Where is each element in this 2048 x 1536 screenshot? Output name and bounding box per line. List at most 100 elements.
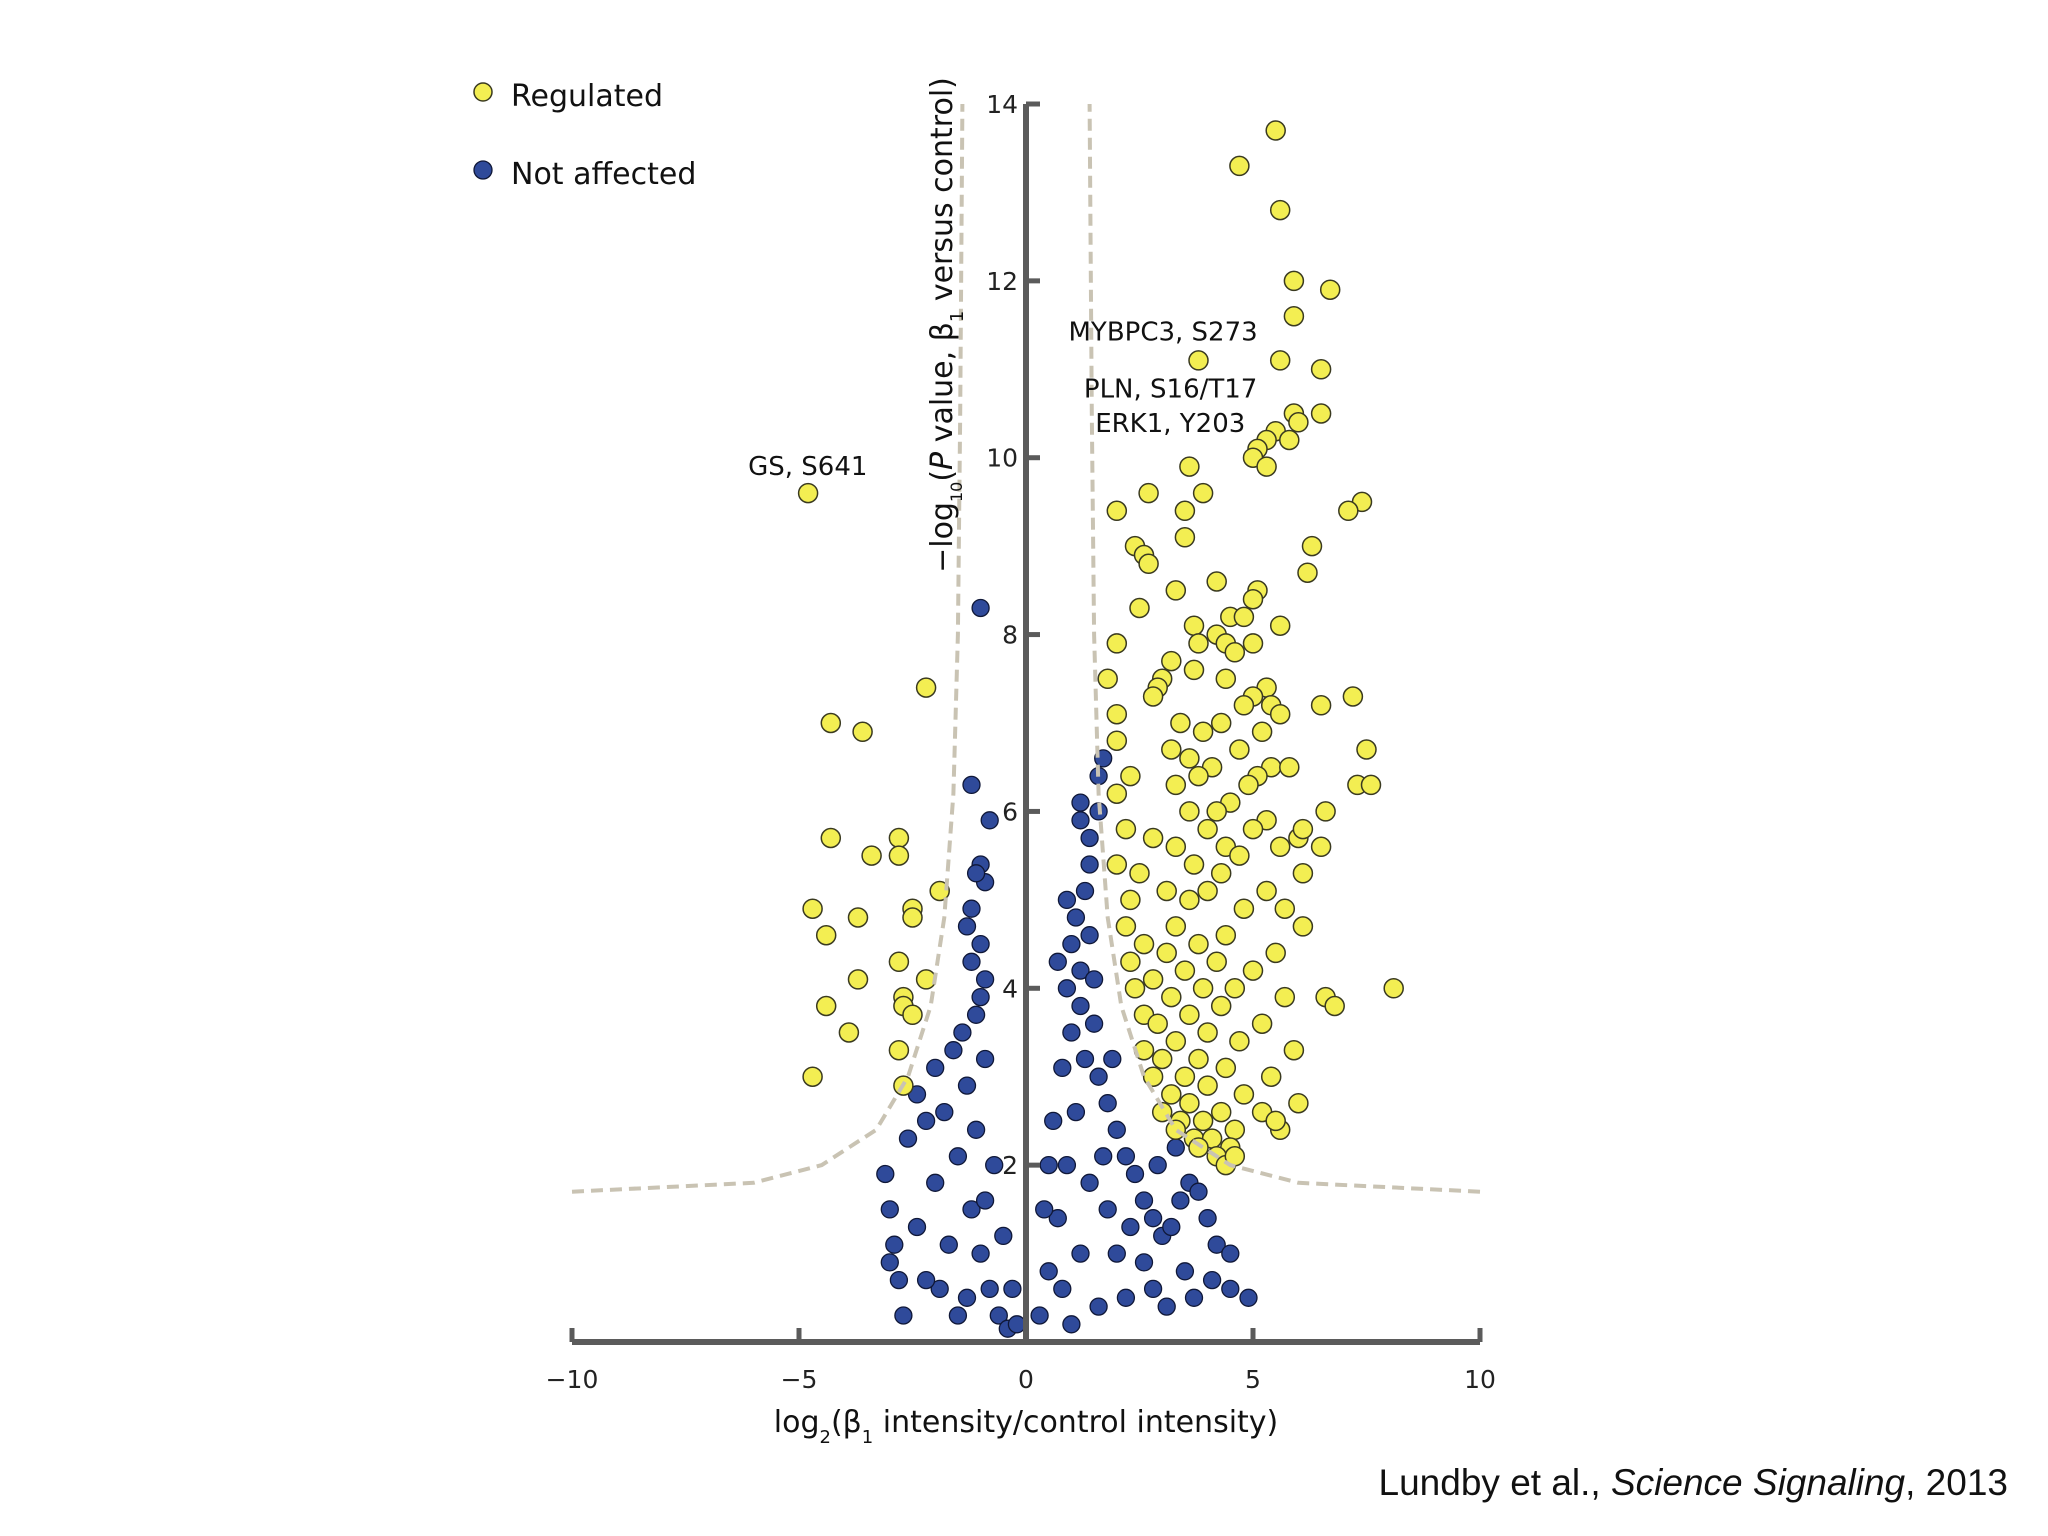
point-regulated	[889, 846, 908, 865]
point-not-affected	[1081, 856, 1098, 873]
point-regulated	[1234, 696, 1253, 715]
x-axis-ticks: −10 −5 0 5 10	[546, 1328, 1496, 1394]
point-regulated	[1284, 307, 1303, 326]
point-regulated	[1289, 413, 1308, 432]
point-regulated	[1107, 731, 1126, 750]
point-regulated	[1180, 749, 1199, 768]
point-regulated	[1185, 616, 1204, 635]
point-not-affected	[981, 1280, 998, 1297]
point-regulated	[889, 829, 908, 848]
point-regulated	[1271, 705, 1290, 724]
point-not-affected	[1090, 1298, 1107, 1315]
point-regulated	[1212, 864, 1231, 883]
point-not-affected	[1222, 1280, 1239, 1297]
point-regulated	[1321, 280, 1340, 299]
point-regulated	[862, 846, 881, 865]
point-not-affected	[986, 1157, 1003, 1174]
point-regulated	[1230, 156, 1249, 175]
point-regulated	[1234, 899, 1253, 918]
point-not-affected	[886, 1236, 903, 1253]
point-regulated	[1180, 890, 1199, 909]
point-not-affected	[1077, 1051, 1094, 1068]
point-regulated	[1275, 988, 1294, 1007]
annotation-label: PLN, S16/T17	[1084, 375, 1257, 405]
point-regulated	[1175, 961, 1194, 980]
point-not-affected	[1204, 1272, 1221, 1289]
point-not-affected	[1199, 1210, 1216, 1227]
point-regulated	[1189, 767, 1208, 786]
point-not-affected	[954, 1024, 971, 1041]
point-regulated	[1257, 457, 1276, 476]
point-regulated	[1275, 899, 1294, 918]
point-regulated	[1212, 714, 1231, 733]
point-regulated	[1139, 554, 1158, 573]
threshold-curve-left	[572, 104, 962, 1192]
point-not-affected	[940, 1236, 957, 1253]
point-not-affected	[1186, 1289, 1203, 1306]
point-not-affected	[1063, 1316, 1080, 1333]
point-regulated	[1339, 501, 1358, 520]
point-regulated	[1293, 864, 1312, 883]
citation: Lundby et al., Science Signaling, 2013	[1379, 1462, 2008, 1504]
point-not-affected	[1167, 1139, 1184, 1156]
point-regulated	[817, 926, 836, 945]
point-regulated	[889, 952, 908, 971]
point-not-affected	[977, 1051, 994, 1068]
point-not-affected	[1104, 1051, 1121, 1068]
point-regulated	[1189, 634, 1208, 653]
point-not-affected	[1054, 1059, 1071, 1076]
point-regulated	[1189, 935, 1208, 954]
point-regulated	[1262, 1067, 1281, 1086]
point-not-affected	[1099, 1201, 1116, 1218]
point-regulated	[1175, 1067, 1194, 1086]
citation-authors: Lundby et al.,	[1379, 1462, 1611, 1503]
point-regulated	[849, 970, 868, 989]
point-regulated	[1185, 660, 1204, 679]
point-regulated	[1180, 802, 1199, 821]
y-axis-ticks: 2468101214	[986, 90, 1040, 1180]
point-not-affected	[900, 1130, 917, 1147]
point-not-affected	[968, 1121, 985, 1138]
point-regulated	[1162, 740, 1181, 759]
point-not-affected	[972, 989, 989, 1006]
point-regulated	[817, 997, 836, 1016]
point-not-affected	[1222, 1245, 1239, 1262]
point-not-affected	[1072, 812, 1089, 829]
point-regulated	[1216, 926, 1235, 945]
point-not-affected	[936, 1104, 953, 1121]
point-regulated	[1293, 820, 1312, 839]
point-regulated	[1144, 829, 1163, 848]
point-not-affected	[949, 1148, 966, 1165]
point-not-affected	[1040, 1157, 1057, 1174]
point-regulated	[1107, 855, 1126, 874]
point-not-affected	[1099, 1095, 1116, 1112]
point-regulated	[1244, 820, 1263, 839]
point-regulated	[803, 899, 822, 918]
point-not-affected	[972, 936, 989, 953]
point-regulated	[1194, 484, 1213, 503]
point-not-affected	[977, 971, 994, 988]
legend-label-regulated: Regulated	[511, 79, 663, 114]
point-regulated	[1194, 979, 1213, 998]
point-not-affected	[1031, 1307, 1048, 1324]
point-not-affected	[1067, 1104, 1084, 1121]
point-not-affected	[963, 776, 980, 793]
point-regulated	[1384, 979, 1403, 998]
point-not-affected	[1058, 891, 1075, 908]
point-regulated	[1216, 1058, 1235, 1077]
point-regulated	[1107, 634, 1126, 653]
point-not-affected	[909, 1219, 926, 1236]
point-not-affected	[918, 1272, 935, 1289]
point-regulated	[1280, 758, 1299, 777]
point-not-affected	[1081, 1174, 1098, 1191]
point-regulated	[1139, 484, 1158, 503]
point-not-affected	[1136, 1192, 1153, 1209]
point-regulated	[1225, 979, 1244, 998]
y-tick-label: 10	[986, 444, 1018, 473]
point-regulated	[1312, 404, 1331, 423]
point-not-affected	[895, 1307, 912, 1324]
point-regulated	[1253, 1014, 1272, 1033]
point-regulated	[1126, 979, 1145, 998]
point-regulated	[1121, 767, 1140, 786]
point-regulated	[821, 829, 840, 848]
